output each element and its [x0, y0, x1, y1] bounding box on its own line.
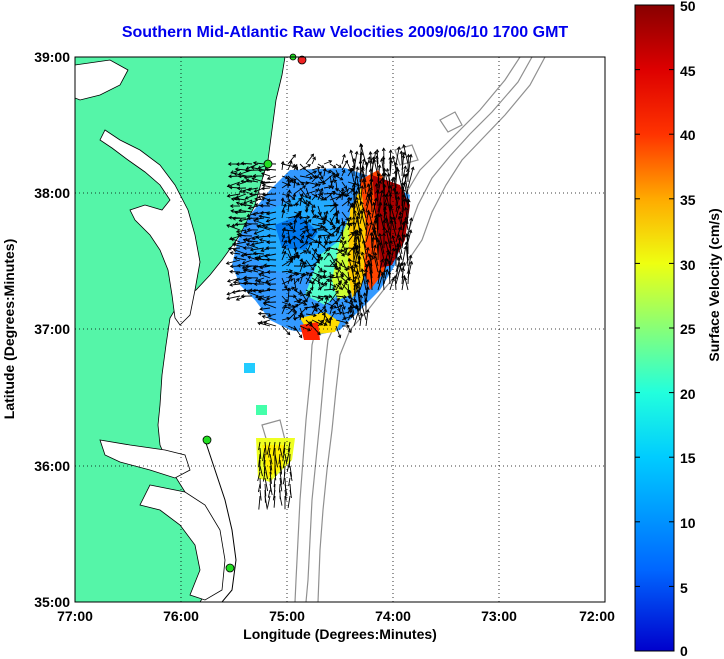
x-tick-label: 77:00: [57, 608, 93, 624]
colorbar-tick-label: 35: [680, 192, 696, 208]
y-axis-title: Latitude (Degrees:Minutes): [1, 239, 17, 419]
colorbar-gradient: [634, 4, 675, 652]
colorbar: 50 45 40 35 30 25 20 15 10 5 0 Surface V…: [634, 0, 722, 659]
pamlico-sound: [139, 484, 226, 601]
x-tick-label: 75:00: [269, 608, 305, 624]
lat-lon-grid: [75, 57, 605, 602]
colorbar-tick-label: 15: [680, 450, 696, 466]
albemarle-sound: [99, 439, 191, 479]
colorbar-tick-label: 0: [680, 643, 688, 659]
x-tick-label: 73:00: [481, 608, 517, 624]
colorbar-tick-label: 10: [680, 515, 696, 531]
station-marker: [263, 159, 273, 169]
station-marker: [202, 435, 212, 445]
colorbar-tick-label: 40: [680, 127, 696, 143]
y-tick-label: 39:00: [34, 49, 70, 65]
x-tick-label: 74:00: [375, 608, 411, 624]
y-tick-label: 37:00: [34, 321, 70, 337]
x-axis: 77:00 76:00 75:00 74:00 73:00 72:00 Long…: [57, 608, 615, 642]
colorbar-title: Surface Velocity (cm/s): [706, 208, 722, 361]
y-axis: 39:00 38:00 37:00 36:00 35:00 Latitude (…: [1, 49, 70, 610]
colorbar-tick-label: 20: [680, 386, 696, 402]
delaware-bay: [75, 59, 129, 101]
station-marker: [297, 55, 307, 65]
colorbar-tick-label: 30: [680, 257, 696, 273]
velocity-vectors: [225, 143, 415, 510]
outer-banks: [204, 439, 237, 602]
colorbar-tick-label: 25: [680, 321, 696, 337]
x-tick-label: 72:00: [579, 608, 615, 624]
plot-frame: [74, 56, 606, 603]
colorbar-tick-label: 50: [680, 0, 696, 14]
y-tick-label: 38:00: [34, 185, 70, 201]
x-axis-title: Longitude (Degrees:Minutes): [243, 626, 437, 642]
y-tick-label: 36:00: [34, 458, 70, 474]
map-title: Southern Mid-Atlantic Raw Velocities 200…: [121, 24, 569, 41]
colorbar-tick-label: 45: [680, 63, 696, 79]
x-tick-label: 76:00: [163, 608, 199, 624]
colorbar-tick-label: 5: [680, 580, 688, 596]
y-tick-label: 35:00: [34, 594, 70, 610]
station-marker: [225, 563, 235, 573]
